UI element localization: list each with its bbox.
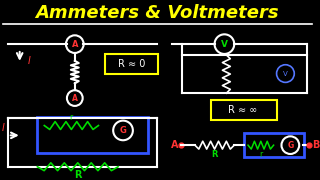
Text: A: A <box>72 40 78 49</box>
Text: r: r <box>259 150 262 159</box>
Text: r: r <box>69 113 73 122</box>
Text: Ammeters & Voltmeters: Ammeters & Voltmeters <box>36 4 279 22</box>
Text: R ≈ ∞: R ≈ ∞ <box>228 105 258 115</box>
Text: I: I <box>28 56 31 66</box>
Text: R ≈ 0: R ≈ 0 <box>118 59 146 69</box>
Text: V: V <box>221 40 228 49</box>
Text: R: R <box>74 170 82 180</box>
Text: R: R <box>211 150 218 159</box>
Text: A: A <box>172 140 179 150</box>
Text: G: G <box>287 141 293 150</box>
Text: I: I <box>2 123 4 132</box>
Text: B: B <box>312 140 319 150</box>
Text: G: G <box>120 126 126 135</box>
Text: V: V <box>283 71 288 76</box>
Text: A: A <box>72 94 78 103</box>
